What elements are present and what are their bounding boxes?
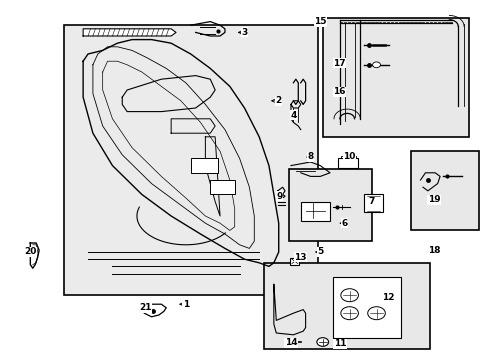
Text: 4: 4 <box>289 111 296 120</box>
Text: 7: 7 <box>367 197 374 206</box>
Bar <box>290 258 299 265</box>
Bar <box>364 194 382 212</box>
Bar <box>190 158 217 173</box>
Text: 13: 13 <box>294 253 306 262</box>
Text: 14: 14 <box>284 338 297 347</box>
Bar <box>332 277 400 338</box>
Text: 9: 9 <box>276 192 283 201</box>
Text: 2: 2 <box>275 96 281 105</box>
Polygon shape <box>83 29 176 36</box>
Text: 19: 19 <box>427 195 440 204</box>
Bar <box>322 18 468 137</box>
Circle shape <box>316 338 328 346</box>
Circle shape <box>372 62 380 68</box>
Text: 16: 16 <box>332 87 345 96</box>
Polygon shape <box>30 243 39 268</box>
Text: 20: 20 <box>24 248 37 256</box>
Text: 5: 5 <box>317 248 323 256</box>
Text: 6: 6 <box>341 219 347 228</box>
Bar <box>288 169 371 241</box>
Polygon shape <box>144 304 166 317</box>
Bar <box>264 263 429 349</box>
Text: 21: 21 <box>139 303 152 312</box>
Text: 17: 17 <box>332 58 345 68</box>
Bar <box>410 151 478 230</box>
Text: 1: 1 <box>183 300 188 309</box>
Text: 15: 15 <box>313 17 326 26</box>
Circle shape <box>340 289 358 302</box>
Text: 3: 3 <box>241 28 247 37</box>
Text: 10: 10 <box>343 152 355 161</box>
Text: 12: 12 <box>382 292 394 302</box>
Text: 18: 18 <box>427 246 440 255</box>
Circle shape <box>367 307 385 320</box>
Bar <box>63 25 317 295</box>
Text: 8: 8 <box>307 152 313 161</box>
Text: 11: 11 <box>333 339 346 348</box>
Bar <box>210 180 234 194</box>
Circle shape <box>340 307 358 320</box>
Bar <box>338 158 357 168</box>
Bar <box>300 202 329 221</box>
